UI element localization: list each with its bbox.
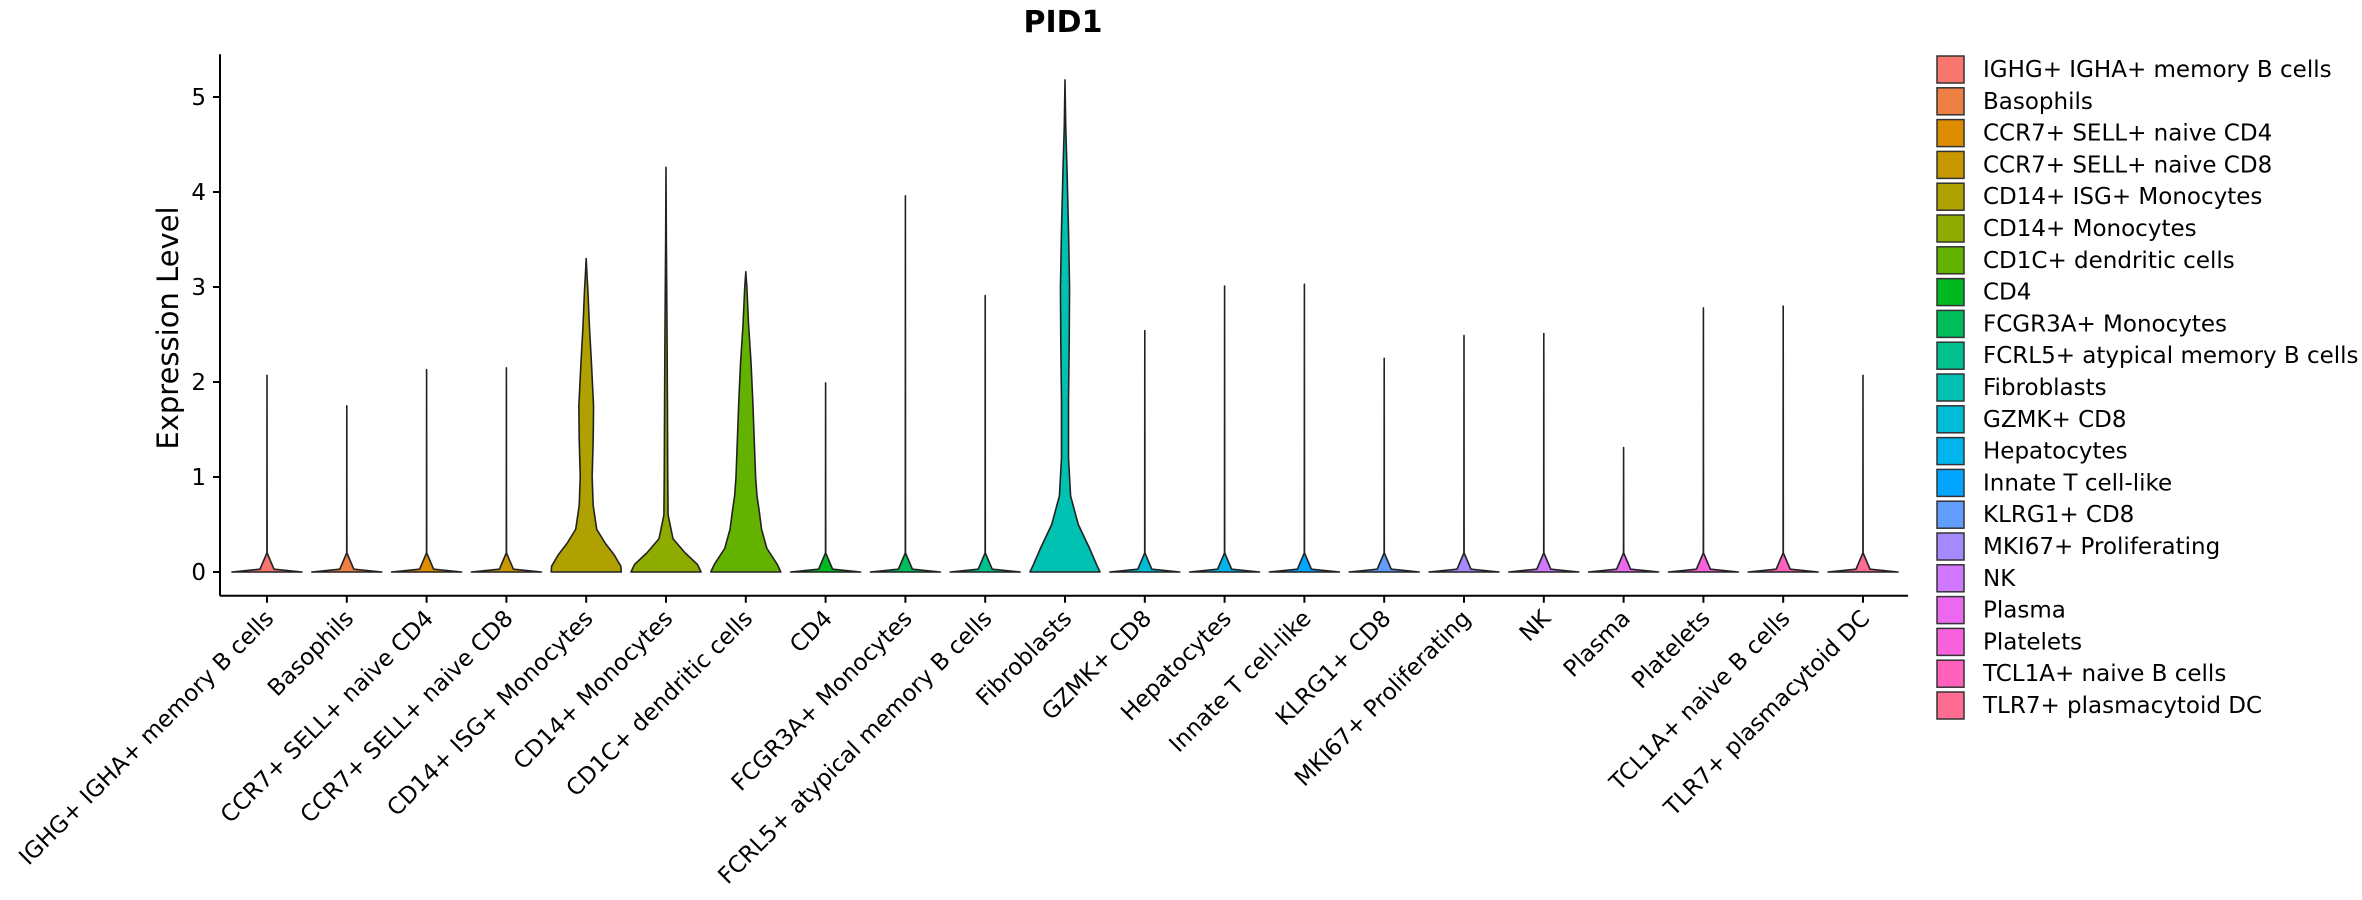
violin [1268, 283, 1341, 573]
violin [550, 257, 622, 573]
legend-key [1936, 405, 1965, 434]
legend-key [1936, 468, 1965, 498]
legend-key [1936, 246, 1965, 275]
y-tick-label: 3 [191, 275, 206, 301]
legend-label: CCR7+ SELL+ naive CD4 [1983, 121, 2272, 147]
legend-key [1936, 182, 1965, 211]
x-tick-label: Plasma [1559, 606, 1636, 683]
violin [311, 404, 383, 573]
legend-key [1936, 341, 1965, 370]
y-tick-label: 1 [191, 465, 206, 491]
legend-key [1936, 691, 1965, 720]
x-tick-label: IGHG+ IGHA+ memory B cells [14, 606, 279, 871]
legend-key [1936, 214, 1965, 243]
legend-label: Plasma [1983, 598, 2066, 624]
violin [1747, 305, 1819, 573]
violin [1667, 307, 1740, 573]
legend-label: Platelets [1983, 629, 2082, 655]
violin [470, 366, 543, 573]
legend-key [1936, 87, 1965, 116]
legend-key [1936, 532, 1965, 561]
legend-key [1936, 500, 1965, 529]
x-tick-label: Innate T cell-like [1164, 606, 1316, 758]
legend-key [1936, 436, 1965, 466]
legend-label: Fibroblasts [1983, 375, 2107, 401]
y-tick-label: 2 [191, 370, 206, 396]
legend-label: Hepatocytes [1983, 439, 2128, 465]
legend-key [1936, 595, 1965, 625]
x-tick-label: NK [1515, 605, 1557, 647]
violin [869, 195, 942, 573]
violin [1508, 332, 1580, 573]
legend-label: IGHG+ IGHA+ memory B cells [1983, 57, 2332, 83]
violin [1587, 446, 1660, 573]
legend-label: CD1C+ dendritic cells [1983, 248, 2235, 274]
violin [1428, 334, 1500, 573]
violin-series [231, 79, 1899, 573]
legend-key [1936, 277, 1965, 307]
violin [710, 271, 782, 573]
y-tick-label: 0 [191, 560, 206, 586]
violin [231, 374, 303, 573]
legend-label: GZMK+ CD8 [1983, 407, 2127, 433]
violin [949, 294, 1021, 573]
legend-label: TCL1A+ naive B cells [1982, 661, 2226, 687]
legend-key [1936, 564, 1965, 593]
violin [390, 368, 463, 573]
legend-label: KLRG1+ CD8 [1983, 502, 2134, 528]
legend-label: FCGR3A+ Monocytes [1983, 311, 2227, 337]
legend-key [1936, 55, 1965, 84]
legend-label: NK [1983, 566, 2016, 592]
legend-label: Basophils [1983, 89, 2093, 115]
violin [630, 166, 702, 573]
violin [1029, 79, 1101, 573]
legend: IGHG+ IGHA+ memory B cells Basophils CCR7+… [1936, 55, 2359, 720]
legend-key [1936, 373, 1965, 402]
legend-label: CD4 [1983, 280, 2031, 306]
legend-label: CD14+ Monocytes [1983, 216, 2197, 242]
legend-label: TLR7+ plasmacytoid DC [1982, 693, 2262, 719]
y-axis-title: Expression Level [151, 206, 185, 449]
legend-key [1936, 118, 1965, 148]
violin [1188, 285, 1261, 573]
legend-key [1936, 150, 1965, 180]
legend-label: MKI67+ Proliferating [1983, 534, 2220, 560]
legend-key [1936, 659, 1965, 688]
legend-key [1936, 627, 1965, 657]
legend-label: CCR7+ SELL+ naive CD8 [1983, 152, 2272, 178]
legend-label: Innate T cell-like [1983, 470, 2172, 496]
legend-label: CD14+ ISG+ Monocytes [1983, 184, 2262, 210]
violin [1348, 357, 1420, 573]
chart-title: PID1 [1024, 5, 1103, 40]
y-tick-label: 5 [191, 85, 206, 111]
legend-label: FCRL5+ atypical memory B cells [1983, 343, 2359, 369]
y-tick-label: 4 [191, 180, 206, 206]
violin [1109, 329, 1181, 573]
violin [1827, 374, 1899, 573]
x-tick-label: CD14+ Monocytes [509, 606, 678, 775]
violin [789, 382, 862, 573]
x-tick-label: CD4 [785, 606, 838, 659]
legend-key [1936, 309, 1965, 339]
